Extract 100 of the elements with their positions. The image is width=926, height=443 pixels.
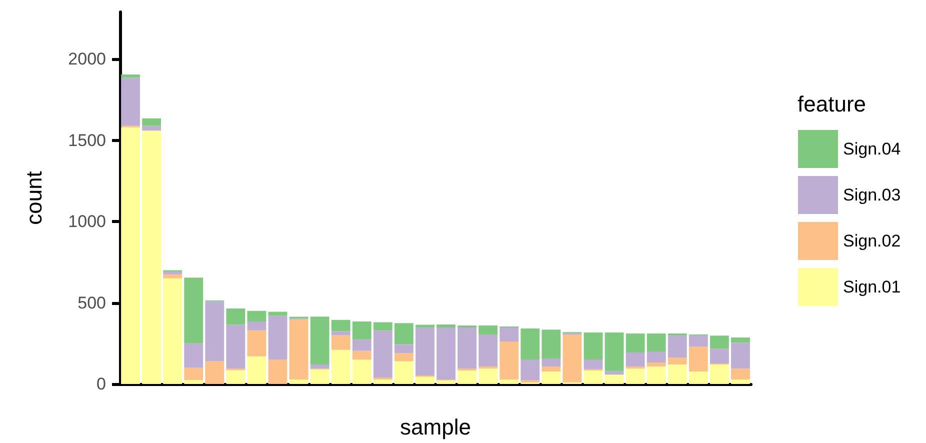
bar <box>268 360 288 384</box>
bar <box>542 371 561 384</box>
y-tick-label: 1500 <box>68 130 106 150</box>
bar <box>184 368 204 380</box>
bar <box>331 320 350 332</box>
bar <box>436 380 456 384</box>
bar <box>289 379 308 384</box>
bar <box>394 353 414 362</box>
y-axis-title: count <box>22 171 46 225</box>
bar <box>226 370 246 384</box>
bar <box>416 328 434 376</box>
bar <box>373 330 392 378</box>
bar <box>731 338 750 343</box>
bar <box>205 361 224 384</box>
bar <box>373 322 392 330</box>
bar <box>604 371 624 375</box>
bar <box>478 368 498 384</box>
bar <box>394 361 414 384</box>
bar <box>142 118 162 126</box>
bar <box>520 380 540 383</box>
bar <box>646 352 666 363</box>
bar <box>331 350 350 384</box>
bar <box>626 352 645 366</box>
bar <box>310 364 330 369</box>
bar <box>394 323 414 344</box>
bar <box>668 336 687 358</box>
bar <box>416 376 434 384</box>
bar <box>520 328 540 360</box>
bar <box>352 339 372 351</box>
bar <box>436 327 456 380</box>
y-tick-label: 1000 <box>68 212 106 232</box>
bar <box>352 350 372 360</box>
bar <box>352 321 372 340</box>
bar <box>163 272 182 274</box>
bar <box>458 327 477 369</box>
bar <box>710 348 729 364</box>
bar <box>584 370 603 384</box>
bar <box>121 127 140 384</box>
y-tick-label: 0 <box>96 374 106 394</box>
bar <box>500 341 519 380</box>
bar <box>646 333 666 352</box>
legend-label: Sign.01 <box>843 278 901 296</box>
bar <box>626 333 645 352</box>
bar <box>163 278 182 384</box>
bar <box>478 326 498 334</box>
bar <box>121 74 140 78</box>
bar <box>604 332 624 372</box>
bar <box>710 336 729 349</box>
bar <box>500 327 519 342</box>
bar <box>626 366 645 369</box>
bar <box>352 360 372 384</box>
bar <box>268 316 288 360</box>
bar <box>205 301 224 362</box>
bar <box>331 331 350 336</box>
bar <box>646 366 666 384</box>
bar <box>310 316 330 365</box>
legend-title: feature <box>798 92 866 116</box>
bar <box>121 78 140 126</box>
bar <box>247 321 266 330</box>
bar <box>163 274 182 278</box>
bar <box>584 359 603 370</box>
bar <box>184 278 204 344</box>
bar <box>268 312 288 316</box>
x-axis-title: sample <box>400 414 471 440</box>
bar <box>394 344 414 354</box>
bar <box>542 330 561 358</box>
bar <box>731 368 750 380</box>
bar <box>731 342 750 369</box>
bar <box>247 356 266 384</box>
bar <box>688 371 708 384</box>
legend-label: Sign.04 <box>843 140 901 158</box>
bar <box>646 362 666 366</box>
bar <box>688 336 708 346</box>
bar <box>626 368 645 384</box>
bar <box>500 379 519 384</box>
bar <box>436 324 456 328</box>
bar <box>584 332 603 360</box>
bar <box>478 366 498 369</box>
bar <box>184 343 204 368</box>
bar <box>688 346 708 372</box>
bar <box>668 364 687 384</box>
bar <box>247 330 266 356</box>
bar <box>142 126 162 131</box>
y-tick-label: 500 <box>78 293 106 312</box>
bar <box>668 333 687 336</box>
y-tick-label: 2000 <box>68 50 106 69</box>
bar <box>226 308 246 325</box>
bar <box>562 334 582 382</box>
bar <box>184 380 204 384</box>
bar <box>478 334 498 366</box>
bar <box>731 379 750 384</box>
bar <box>373 379 392 384</box>
bar <box>226 324 246 369</box>
bar <box>247 310 266 322</box>
bar <box>520 359 540 380</box>
bar <box>289 319 308 380</box>
legend-label: Sign.03 <box>843 186 901 204</box>
bar <box>542 358 561 366</box>
bar <box>310 369 330 384</box>
bar <box>668 358 687 365</box>
